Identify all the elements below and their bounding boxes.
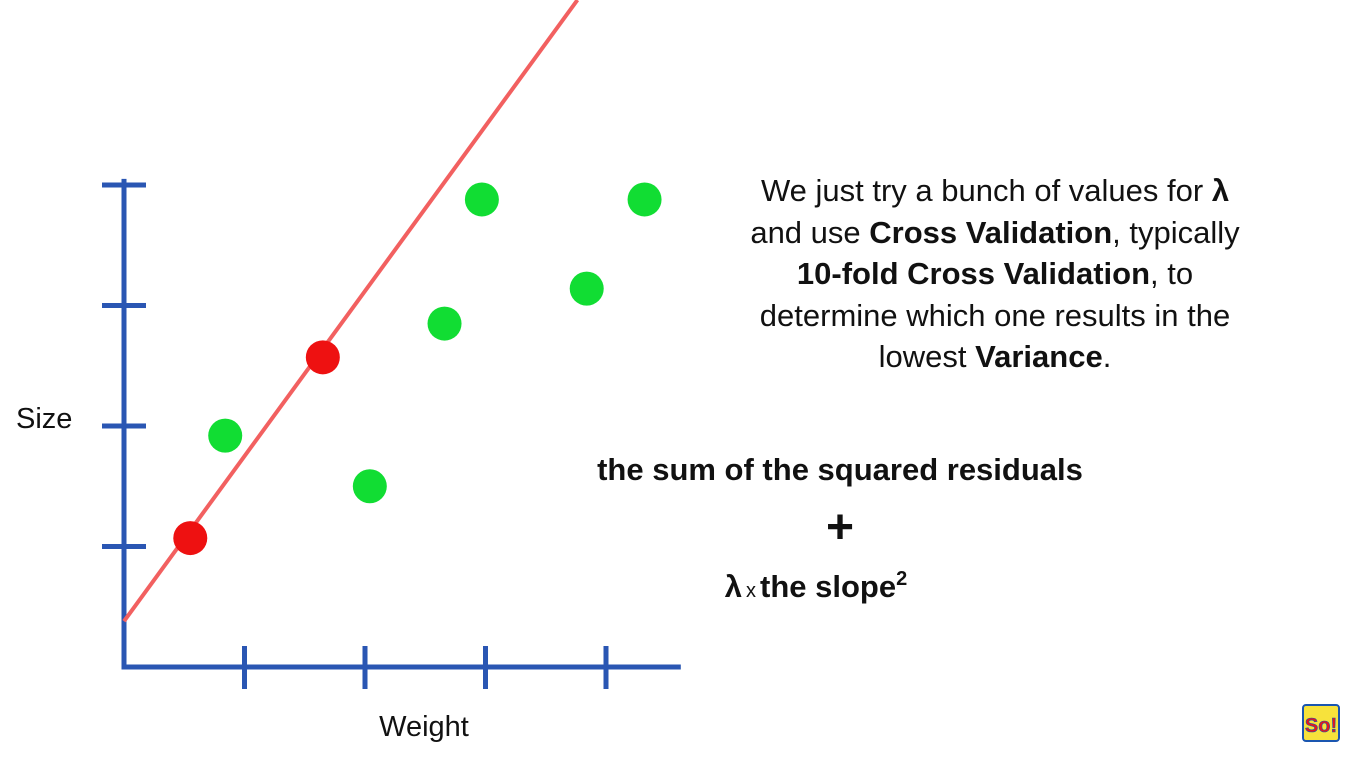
x-axis-ticks [242, 646, 609, 689]
regression-line [122, 0, 580, 623]
explanation-text-span: lowest [878, 339, 976, 374]
green-data-point [208, 418, 243, 453]
y-axis-label: Size [16, 403, 72, 435]
explanation-text-span: We just try a bunch of values for [760, 173, 1212, 208]
formula-plus-sign: + [825, 501, 855, 554]
x-axis-label: Weight [379, 711, 469, 743]
green-data-point [464, 182, 499, 217]
explanation-text-span: and use [750, 214, 870, 250]
green-data-point [352, 469, 387, 504]
formula-sum-of-squared-residuals: the sum of the squared residuals [597, 452, 1083, 487]
lambda-symbol: λ [724, 569, 743, 604]
red-data-point [173, 521, 208, 556]
emphasis-10-fold: 10-fold Cross Validation [796, 256, 1151, 291]
explanation-text-span: , to [1150, 256, 1194, 291]
explanation-line-3: 10-fold Cross Validation, to [700, 253, 1290, 295]
explanation-line-1: We just try a bunch of values for λ [700, 170, 1290, 212]
explanation-text-span: . [1102, 339, 1112, 374]
scatter-chart: Size Weight [16, 0, 681, 743]
green-data-point [427, 306, 462, 341]
explanation-line-5: lowest Variance. [700, 336, 1290, 378]
explanation-line-4: determine which one results in the [700, 295, 1290, 337]
y-axis-ticks [102, 182, 146, 549]
channel-logo[interactable]: So! [1302, 704, 1340, 742]
explanation-text-span: determine which one results in the [759, 297, 1231, 333]
emphasis-variance: Variance [975, 339, 1103, 374]
red-data-point [305, 340, 340, 375]
explanation-text: We just try a bunch of values for λ and … [700, 170, 1290, 378]
lambda-symbol: λ [1211, 173, 1230, 208]
times-symbol: x [746, 580, 757, 602]
data-points [173, 182, 662, 556]
green-data-point [627, 182, 662, 217]
squared-exponent: 2 [896, 568, 908, 590]
explanation-text-span: , typically [1112, 214, 1240, 250]
emphasis-cross-validation: Cross Validation [869, 214, 1113, 250]
slope-text: the slope [760, 569, 897, 604]
formula-penalty-term: λ x the slope2 [520, 568, 1160, 605]
logo-text: So! [1305, 715, 1337, 737]
explanation-line-2: and use Cross Validation, typically [700, 212, 1290, 254]
green-data-point [569, 271, 604, 306]
